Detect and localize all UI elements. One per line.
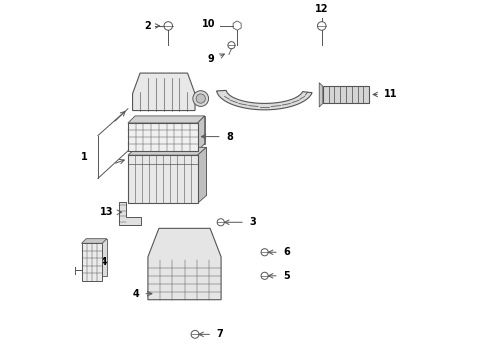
Polygon shape (128, 123, 197, 151)
Polygon shape (323, 86, 369, 103)
Polygon shape (148, 228, 221, 300)
Text: 11: 11 (384, 90, 398, 99)
Text: 14: 14 (95, 257, 109, 267)
Polygon shape (128, 116, 205, 123)
Polygon shape (81, 243, 102, 281)
Text: 2: 2 (145, 21, 151, 31)
Text: 6: 6 (283, 247, 290, 257)
Polygon shape (197, 147, 206, 203)
Polygon shape (128, 147, 206, 155)
Text: 5: 5 (283, 271, 290, 281)
Polygon shape (135, 116, 205, 144)
Text: 12: 12 (315, 4, 328, 14)
Polygon shape (319, 83, 323, 107)
Text: 8: 8 (226, 132, 233, 141)
Text: 13: 13 (99, 207, 113, 217)
Text: 1: 1 (81, 152, 88, 162)
Text: 3: 3 (249, 217, 256, 227)
Polygon shape (128, 155, 197, 203)
Polygon shape (137, 147, 206, 195)
Circle shape (193, 91, 209, 107)
Text: 10: 10 (202, 19, 216, 29)
Polygon shape (217, 90, 312, 110)
Polygon shape (86, 239, 107, 276)
Polygon shape (197, 116, 205, 151)
Polygon shape (133, 73, 195, 111)
Polygon shape (120, 202, 141, 225)
Text: 7: 7 (217, 329, 223, 339)
Text: 4: 4 (133, 289, 140, 299)
Text: 9: 9 (208, 54, 215, 64)
Polygon shape (81, 239, 107, 243)
Circle shape (196, 94, 205, 103)
